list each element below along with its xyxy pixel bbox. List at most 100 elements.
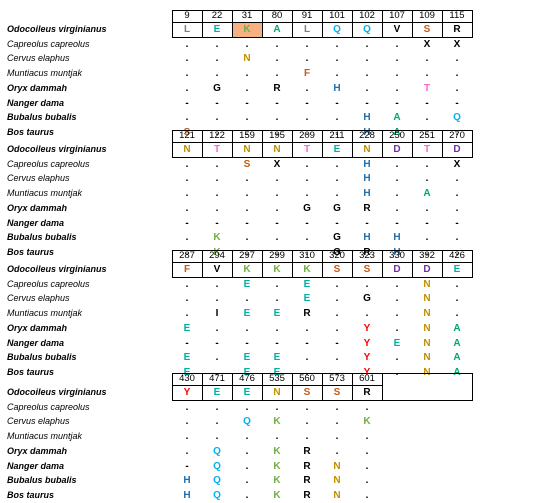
residue-cell: - — [305, 217, 309, 229]
residue-cell: K — [273, 416, 281, 428]
position-number: 228 — [359, 130, 375, 141]
residue-cell: . — [395, 188, 399, 200]
residue-cell: . — [455, 68, 459, 80]
residue-cell: . — [335, 38, 339, 50]
residue-cell: F — [183, 264, 191, 275]
residue-cell: . — [365, 401, 369, 413]
residue-cell: Y — [363, 352, 371, 364]
residue-cell: . — [425, 112, 429, 124]
residue-cell: . — [395, 352, 399, 364]
residue-cell: K — [213, 246, 221, 258]
residue-cell: . — [335, 188, 339, 200]
block-1-col-line — [232, 10, 233, 37]
species-label: Nanger dama — [7, 217, 65, 228]
position-number: 251 — [419, 130, 435, 141]
residue-cell: N — [423, 337, 431, 349]
residue-cell: . — [395, 308, 399, 320]
residue-cell: - — [335, 337, 339, 349]
block-2-col-line — [352, 130, 353, 157]
residue-cell: H — [363, 126, 371, 138]
residue-cell: X — [453, 38, 461, 50]
residue-cell: E — [213, 24, 221, 35]
residue-cell: S — [243, 158, 251, 170]
residue-cell: E — [213, 387, 221, 398]
residue-cell: Q — [363, 24, 371, 35]
residue-cell: . — [215, 188, 219, 200]
residue-cell: - — [455, 97, 459, 109]
position-number: 102 — [359, 10, 375, 21]
residue-cell: N — [333, 475, 341, 487]
residue-cell: . — [245, 82, 249, 94]
residue-cell: G — [333, 232, 341, 244]
residue-cell: . — [335, 278, 339, 290]
species-label: Capreolus capreolus — [7, 401, 90, 412]
residue-cell: . — [185, 82, 189, 94]
residue-cell: D — [393, 264, 401, 275]
residue-cell: - — [305, 337, 309, 349]
species-label: Odocoileus virginianus — [7, 144, 107, 154]
species-label: Muntiacus muntjak — [7, 188, 83, 199]
residue-cell: D — [423, 264, 431, 275]
residue-cell: N — [273, 144, 281, 155]
residue-cell: S — [333, 264, 341, 275]
residue-cell: I — [215, 308, 219, 320]
residue-cell: N — [333, 460, 341, 472]
residue-cell: T — [213, 144, 221, 155]
residue-cell: Q — [213, 489, 221, 501]
position-number: 426 — [449, 250, 465, 261]
residue-cell: T — [423, 82, 431, 94]
residue-cell: . — [365, 38, 369, 50]
species-label: Cervus elaphus — [7, 293, 70, 304]
residue-cell: . — [365, 431, 369, 443]
residue-cell: E — [303, 278, 311, 290]
residue-cell: - — [215, 217, 219, 229]
residue-cell: . — [305, 366, 309, 378]
residue-cell: . — [305, 112, 309, 124]
species-label: Muntiacus muntjak — [7, 308, 83, 319]
position-number: 299 — [269, 250, 285, 261]
residue-cell: . — [455, 173, 459, 185]
residue-cell: . — [245, 126, 249, 138]
block-1-col-line — [442, 10, 443, 37]
residue-cell: . — [305, 416, 309, 428]
residue-cell: . — [185, 445, 189, 457]
residue-cell: . — [215, 416, 219, 428]
residue-cell: D — [393, 144, 401, 155]
residue-cell: R — [363, 202, 371, 214]
residue-cell: Q — [243, 416, 251, 428]
residue-cell: . — [455, 232, 459, 244]
species-label: Nanger dama — [7, 97, 65, 108]
residue-cell: . — [335, 445, 339, 457]
residue-cell: . — [335, 173, 339, 185]
residue-cell: . — [245, 68, 249, 80]
residue-cell: . — [335, 416, 339, 428]
residue-cell: Y — [183, 387, 191, 398]
residue-cell: E — [183, 352, 191, 364]
residue-cell: S — [363, 264, 371, 275]
residue-cell: H — [363, 232, 371, 244]
residue-cell: . — [305, 38, 309, 50]
residue-cell: H — [363, 112, 371, 124]
residue-cell: . — [275, 232, 279, 244]
residue-cell: E — [273, 352, 281, 364]
residue-cell: H — [363, 173, 371, 185]
species-label: Nanger dama — [7, 460, 65, 471]
block-2-col-line — [382, 130, 383, 157]
residue-cell: . — [335, 112, 339, 124]
residue-cell: - — [365, 97, 369, 109]
residue-cell: H — [363, 188, 371, 200]
residue-cell: . — [395, 322, 399, 334]
residue-cell: R — [363, 387, 371, 398]
residue-cell: K — [243, 264, 251, 275]
residue-cell: - — [365, 217, 369, 229]
position-number: 573 — [329, 373, 345, 384]
residue-cell: G — [363, 293, 371, 305]
residue-cell: . — [335, 126, 339, 138]
residue-cell: A — [453, 322, 461, 334]
block-3-col-line — [232, 250, 233, 277]
residue-cell: . — [245, 38, 249, 50]
residue-cell: E — [303, 293, 311, 305]
residue-cell: - — [305, 97, 309, 109]
residue-cell: . — [335, 293, 339, 305]
residue-cell: D — [453, 144, 461, 155]
